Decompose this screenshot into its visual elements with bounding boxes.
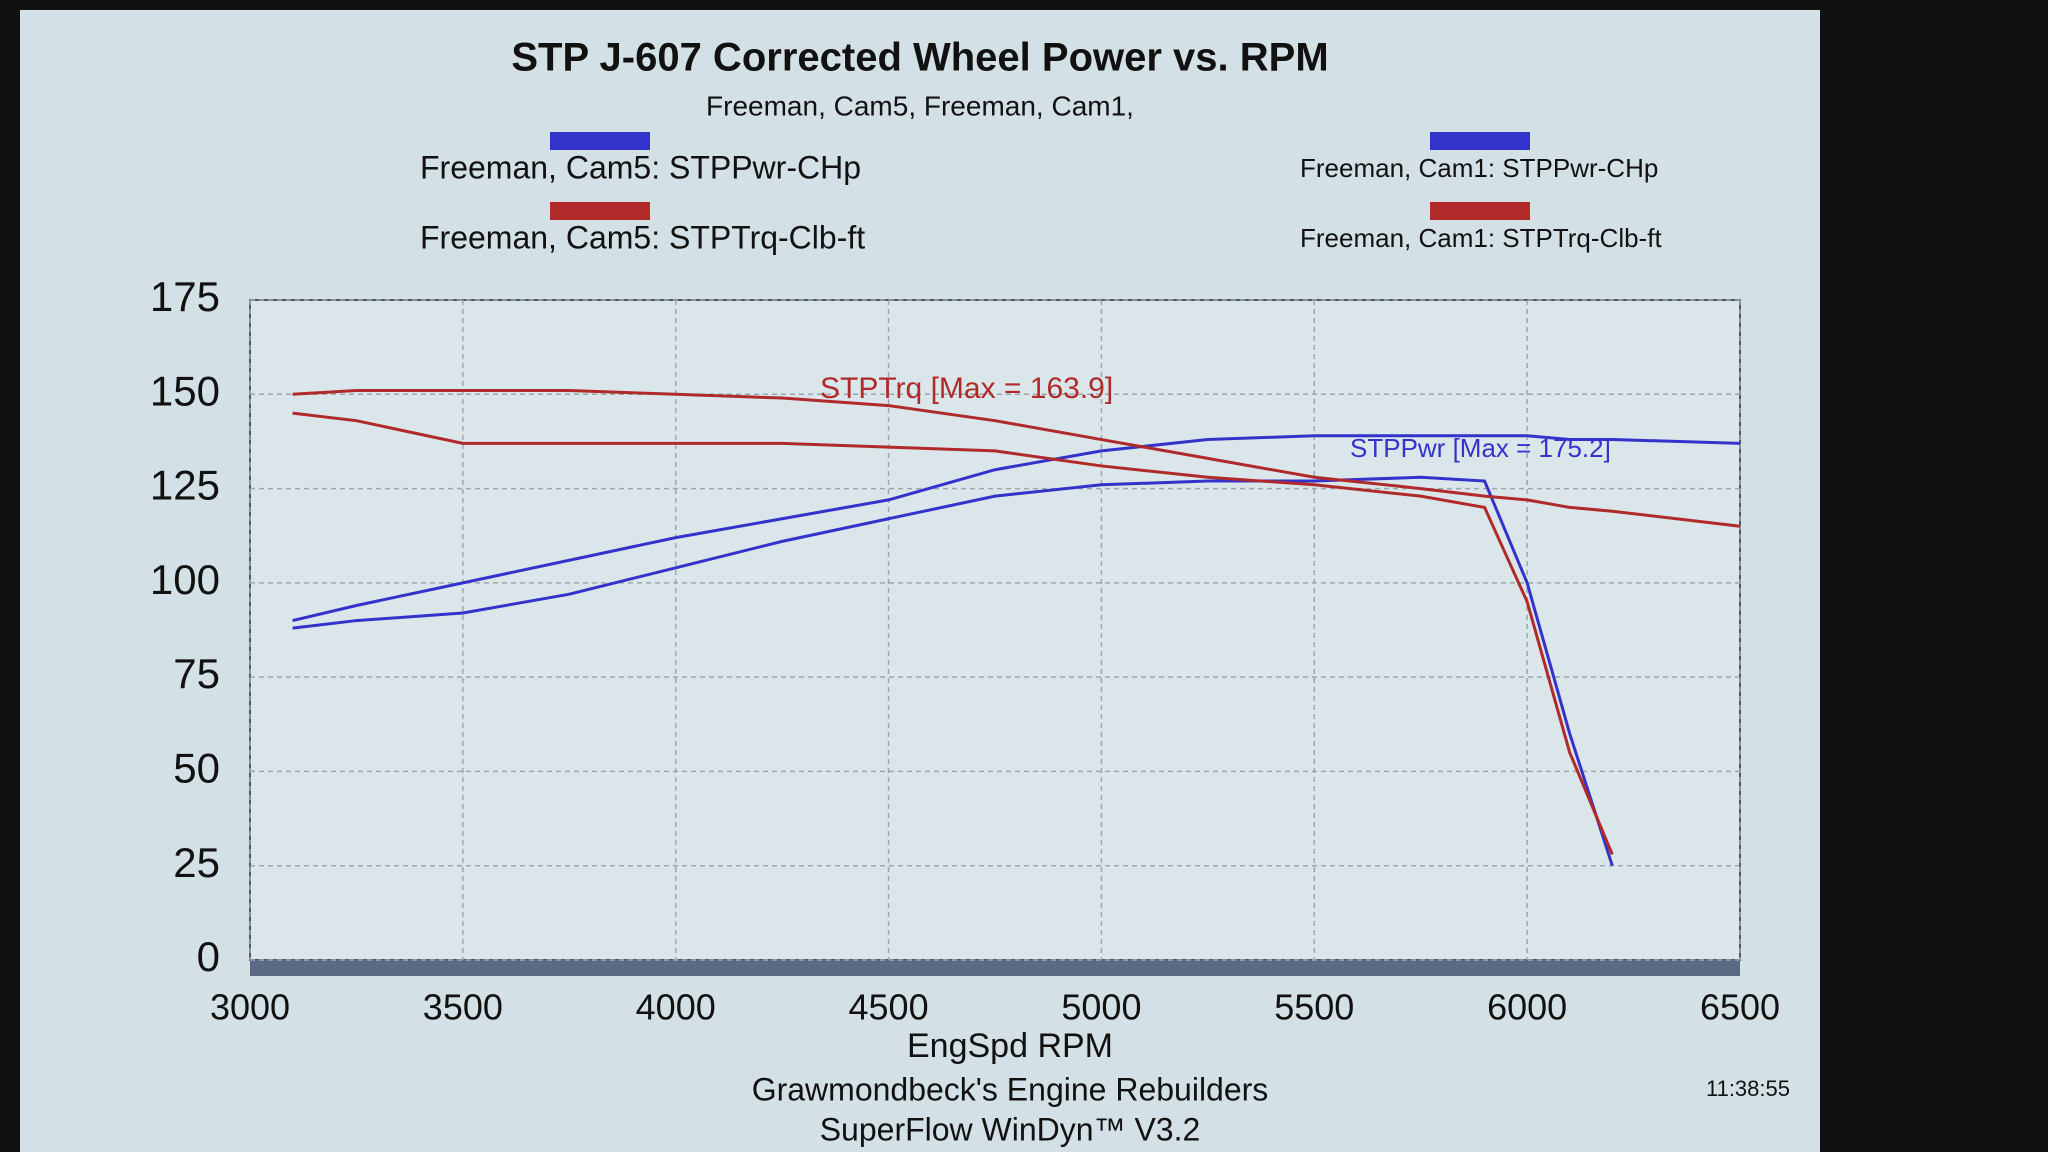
chart-title: STP J-607 Corrected Wheel Power vs. RPM <box>511 36 1328 80</box>
x-tick-label: 4500 <box>849 987 929 1028</box>
annotation: STPTrq [Max = 163.9] <box>820 372 1113 405</box>
y-tick-label: 125 <box>150 462 220 509</box>
plot-area <box>249 299 1741 961</box>
series-line <box>292 475 1614 867</box>
x-axis-bar <box>250 960 1740 976</box>
x-tick-label: 3000 <box>210 987 290 1028</box>
footer-line: SuperFlow WinDyn™ V3.2 <box>820 1111 1201 1147</box>
x-tick-label: 4000 <box>636 987 716 1028</box>
footer-line: Grawmondbeck's Engine Rebuilders <box>752 1071 1269 1107</box>
y-tick-label: 150 <box>150 367 220 414</box>
chart-subtitle: Freeman, Cam5, Freeman, Cam1, <box>706 90 1134 121</box>
x-tick-label: 5500 <box>1274 987 1354 1028</box>
y-tick-label: 50 <box>173 745 220 792</box>
x-axis-label: EngSpd RPM <box>907 1027 1113 1065</box>
legend-swatch <box>1430 202 1530 220</box>
legend-swatch <box>550 202 650 220</box>
legend-label: Freeman, Cam5: STPTrq-Clb-ft <box>420 219 865 255</box>
series-line <box>292 434 1741 623</box>
y-tick-label: 0 <box>197 933 220 980</box>
legend-label: Freeman, Cam1: STPPwr-CHp <box>1300 153 1658 183</box>
y-tick-label: 75 <box>173 650 220 697</box>
x-tick-label: 5000 <box>1061 987 1141 1028</box>
x-tick-label: 6000 <box>1487 987 1567 1028</box>
legend-label: Freeman, Cam1: STPTrq-Clb-ft <box>1300 223 1662 253</box>
timestamp: 11:38:55 <box>1706 1076 1790 1101</box>
y-tick-label: 175 <box>150 273 220 320</box>
legend-swatch <box>1430 132 1530 150</box>
series-line <box>292 411 1614 855</box>
series-line <box>292 389 1741 528</box>
y-tick-label: 100 <box>150 556 220 603</box>
legend-label: Freeman, Cam5: STPPwr-CHp <box>420 149 861 185</box>
annotation: STPPwr [Max = 175.2] <box>1350 433 1611 463</box>
x-tick-label: 3500 <box>423 987 503 1028</box>
x-tick-label: 6500 <box>1700 987 1780 1028</box>
legend-swatch <box>550 132 650 150</box>
y-tick-label: 25 <box>173 839 220 886</box>
